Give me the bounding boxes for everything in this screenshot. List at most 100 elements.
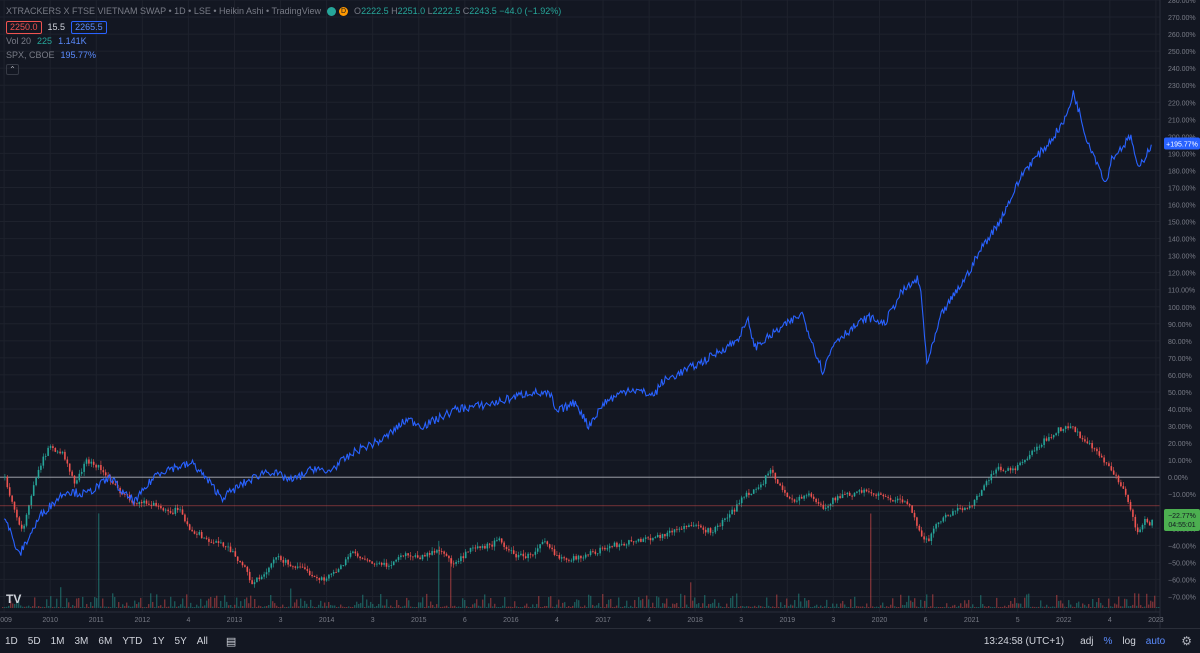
candle-body <box>870 492 873 494</box>
candle-body <box>1060 427 1062 432</box>
candle-body <box>133 502 136 504</box>
volume-bar <box>666 598 668 608</box>
ohlc-values: O2222.5 H2251.0 L2222.5 C2243.5 −44.0 (−… <box>354 6 562 16</box>
volume-bar <box>298 606 300 608</box>
volume-bar <box>632 606 634 608</box>
candle-body <box>558 555 561 559</box>
clock-display[interactable]: 13:24:58 (UTC+1) <box>983 635 1065 647</box>
volume-bar <box>110 606 112 608</box>
volume-bar <box>450 558 452 608</box>
candle-body <box>54 448 57 452</box>
candle-body <box>347 556 349 560</box>
candle-body <box>392 561 395 566</box>
bid-price[interactable]: 2250.0 <box>6 20 42 34</box>
symbol-title[interactable]: XTRACKERS X FTSE VIETNAM SWAP • 1D • LSE… <box>6 6 322 16</box>
candle-body <box>217 541 220 544</box>
range-ytd-button[interactable]: YTD <box>122 635 143 647</box>
tradingview-logo-icon[interactable]: TV <box>6 592 22 606</box>
volume-bar <box>1054 606 1056 608</box>
volume-bar <box>868 606 870 608</box>
range-3m-button[interactable]: 3M <box>74 635 89 647</box>
volume-bar <box>978 606 980 608</box>
candle-body <box>37 469 40 478</box>
candle-body <box>364 558 366 560</box>
range-5d-button[interactable]: 5D <box>27 635 41 647</box>
candle-body <box>918 525 921 531</box>
adj-toggle[interactable]: adj <box>1080 635 1094 647</box>
candle-body <box>479 546 481 548</box>
volume-bar <box>794 599 796 608</box>
volume-bar <box>818 606 820 608</box>
percent-toggle[interactable]: % <box>1103 635 1113 647</box>
volume-bar <box>1118 596 1120 608</box>
volume-bar <box>678 607 680 608</box>
chevron-up-icon[interactable]: ⌃ <box>6 64 19 75</box>
auto-toggle[interactable]: auto <box>1145 635 1166 647</box>
candle-body <box>599 547 601 554</box>
gear-icon[interactable]: ⚙ <box>1181 634 1192 648</box>
candle-body <box>822 504 825 509</box>
candle-body <box>359 556 361 559</box>
calendar-range-icon[interactable]: ▤ <box>225 635 237 648</box>
range-all-button[interactable]: All <box>196 635 208 647</box>
y-tick-label: 230.00% <box>1168 83 1196 90</box>
candle-body <box>388 565 390 567</box>
ask-price[interactable]: 2265.5 <box>71 20 107 34</box>
range-1d-button[interactable]: 1D <box>5 635 18 647</box>
volume-bar <box>668 606 670 608</box>
volume-bar <box>1050 606 1052 608</box>
candle-body <box>80 471 83 474</box>
volume-bar <box>640 600 642 608</box>
volume-bar <box>890 604 892 608</box>
volume-bar <box>972 604 974 608</box>
compare-label[interactable]: SPX, CBOE <box>6 50 55 60</box>
volume-bar <box>554 606 556 608</box>
volume-bar <box>534 606 536 608</box>
candle-body <box>150 504 153 506</box>
range-1m-button[interactable]: 1M <box>50 635 65 647</box>
candle-body <box>1076 431 1079 433</box>
volume-bar <box>506 606 508 608</box>
candle-body <box>515 553 517 558</box>
candle-body <box>534 551 537 555</box>
volume-bar <box>1090 606 1092 608</box>
volume-bar <box>118 602 120 608</box>
range-5y-button[interactable]: 5Y <box>174 635 187 647</box>
volume-bar <box>646 595 648 608</box>
volume-bar <box>468 606 470 608</box>
volume-bar <box>998 606 1000 608</box>
chart-area[interactable]: −70.00%−60.00%−50.00%−40.00%−30.00%−20.0… <box>0 0 1200 628</box>
log-toggle[interactable]: log <box>1122 635 1136 647</box>
volume-bar <box>744 606 746 608</box>
candle-body <box>906 501 909 505</box>
y-tick-label: 20.00% <box>1168 441 1192 448</box>
volume-bar <box>12 603 14 608</box>
candle-body <box>383 562 385 565</box>
range-6m-button[interactable]: 6M <box>98 635 113 647</box>
candle-body <box>959 507 961 509</box>
volume-bar <box>878 606 880 608</box>
volume-bar <box>762 606 764 608</box>
volume-bar <box>1108 598 1110 608</box>
candle-body <box>419 557 421 560</box>
volume-bar <box>188 606 190 608</box>
candle-body <box>606 548 609 550</box>
volume-bar <box>190 602 192 608</box>
candle-body <box>131 500 133 503</box>
candle-body <box>541 541 544 545</box>
volume-bar <box>1116 604 1118 608</box>
volume-bar <box>212 606 214 608</box>
bottom-right-tools: 13:24:58 (UTC+1) adj % log auto ⚙ <box>984 629 1200 653</box>
candle-body <box>313 576 316 578</box>
volume-bar <box>128 605 130 608</box>
candle-body <box>776 479 779 484</box>
volume-bar <box>604 606 606 608</box>
delayed-data-icon[interactable]: D <box>339 6 349 16</box>
candle-body <box>925 538 928 540</box>
volume-bar <box>2 607 4 608</box>
candle-body <box>1120 482 1122 487</box>
volume-bar <box>292 606 294 608</box>
candle-body <box>565 558 568 560</box>
range-1y-button[interactable]: 1Y <box>152 635 165 647</box>
volume-label[interactable]: Vol 20 <box>6 36 32 46</box>
